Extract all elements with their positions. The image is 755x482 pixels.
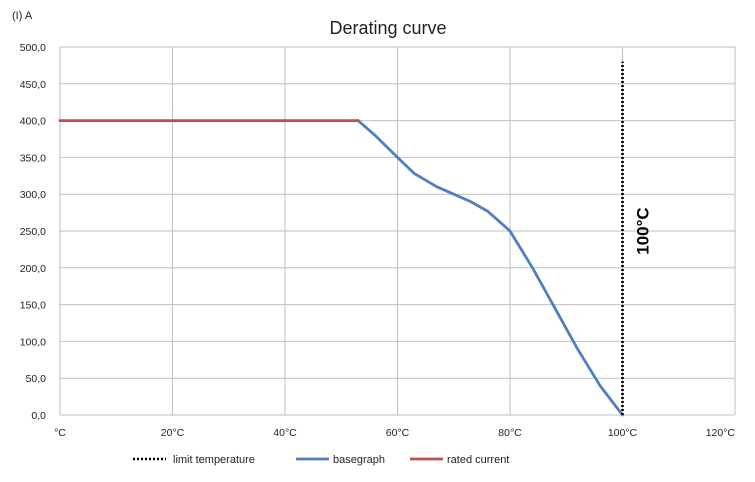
y-tick-label: 50,0 (26, 373, 47, 385)
y-tick-label: 500,0 (20, 42, 46, 54)
x-tick-label: 60°C (386, 427, 410, 439)
legend-label: basegraph (333, 454, 385, 466)
y-axis-label: (I) A (12, 10, 33, 22)
y-tick-label: 300,0 (20, 189, 46, 201)
legend: limit temperature basegraph rated current (133, 454, 509, 466)
chart-title: Derating curve (329, 18, 446, 38)
series-line-basegraph (356, 119, 624, 417)
x-tick-label: 80°C (498, 427, 522, 439)
plot-series (58, 61, 624, 417)
x-tick-label: 120°C (706, 427, 736, 439)
legend-item: limit temperature (133, 454, 255, 466)
y-tick-label: 100,0 (20, 336, 46, 348)
y-tick-label: 350,0 (20, 152, 46, 164)
y-tick-label: 0,0 (31, 410, 46, 422)
tick-labels: 0,0 50,0 100,0 150,0 200,0 250,0 300,0 350,0 400… (20, 42, 736, 439)
annotations: 100°C (634, 207, 653, 254)
legend-label: limit temperature (173, 454, 255, 466)
legend-item: basegraph (296, 454, 385, 466)
y-tick-label: 150,0 (20, 300, 46, 312)
x-tick-label: 20°C (161, 427, 185, 439)
x-tick-label: °C (54, 427, 66, 439)
y-tick-label: 400,0 (20, 116, 46, 128)
y-tick-label: 250,0 (20, 226, 46, 238)
legend-label: rated current (447, 454, 509, 466)
limit-annotation-label: 100°C (634, 207, 653, 254)
x-tick-label: 100°C (608, 427, 638, 439)
y-tick-label: 450,0 (20, 79, 46, 91)
legend-item: rated current (410, 454, 509, 466)
x-tick-label: 40°C (273, 427, 297, 439)
y-tick-label: 200,0 (20, 263, 46, 275)
